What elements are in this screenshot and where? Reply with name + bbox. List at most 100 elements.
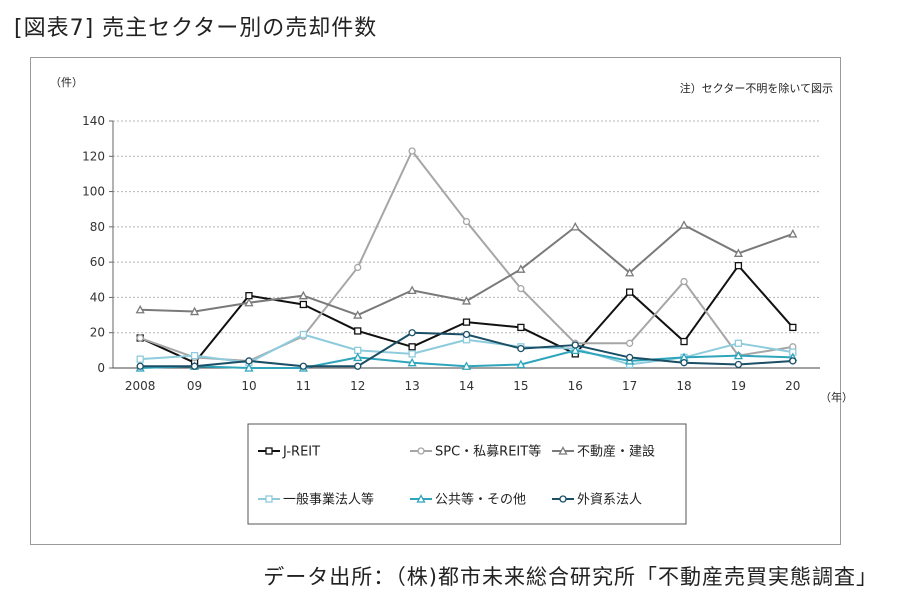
data-point — [408, 329, 416, 337]
chart-note: 注）セクター不明を除いて図示 — [680, 81, 833, 95]
data-point — [354, 327, 362, 335]
data-point — [625, 267, 635, 277]
y-tick-label: 40 — [90, 290, 105, 304]
y-axis-label: （件） — [50, 76, 83, 89]
data-point — [734, 360, 743, 369]
data-point — [570, 221, 580, 231]
data-point — [135, 304, 145, 314]
data-point — [680, 277, 688, 286]
legend-label: 公共等・その他 — [435, 492, 526, 508]
x-tick-label: 11 — [296, 379, 311, 393]
legend-label: 一般事業法人等 — [283, 492, 374, 508]
y-tick-label: 120 — [82, 149, 105, 163]
data-point — [462, 318, 471, 326]
data-point — [788, 229, 798, 238]
data-point — [353, 310, 363, 319]
data-point — [789, 357, 797, 365]
data-point — [461, 361, 472, 370]
legend-box — [247, 423, 687, 525]
data-point — [189, 306, 200, 316]
x-tick-label: 14 — [459, 379, 474, 393]
x-tick-label: 09 — [187, 379, 202, 393]
legend-label: J-REIT — [282, 445, 320, 460]
data-point — [680, 337, 688, 346]
data-point — [354, 346, 362, 355]
grid-lines — [113, 120, 820, 334]
data-point — [570, 345, 580, 355]
data-point — [244, 363, 254, 372]
data-point — [407, 285, 417, 295]
data-point — [354, 362, 362, 370]
y-tick-label: 0 — [97, 361, 105, 375]
data-point — [136, 362, 144, 370]
y-tick-label: 60 — [90, 255, 105, 269]
data-point — [298, 290, 308, 300]
x-tick-label: 18 — [676, 379, 691, 393]
data-point — [516, 264, 526, 273]
data-point — [517, 344, 525, 353]
x-tick-label: 10 — [241, 379, 256, 393]
legend-label: 外資系法人 — [577, 493, 642, 508]
legend-marker — [417, 447, 425, 455]
figure-title: [図表7] 売主セクター別の売却件数 — [14, 16, 378, 41]
data-point — [517, 284, 525, 293]
x-tick-label: 13 — [404, 379, 419, 393]
data-point — [462, 217, 471, 226]
data-point — [408, 343, 416, 351]
data-point — [136, 334, 144, 342]
data-point — [245, 292, 253, 300]
x-tick-label: 19 — [731, 379, 746, 393]
y-tick-label: 20 — [90, 326, 105, 340]
data-point — [461, 296, 472, 305]
data-point — [190, 351, 199, 360]
x-axis-label: （年） — [820, 390, 853, 404]
series-line — [139, 264, 794, 364]
legend-marker — [416, 494, 426, 503]
legend-marker — [559, 495, 567, 503]
x-tick-label: 20 — [785, 379, 800, 393]
data-point — [679, 220, 689, 229]
legend-marker — [265, 495, 273, 503]
data-point — [733, 248, 744, 257]
data-point — [571, 341, 579, 349]
data-point — [516, 359, 526, 369]
y-tick-label: 140 — [82, 114, 105, 128]
data-point — [353, 352, 363, 362]
x-tick-label: 15 — [513, 379, 528, 393]
data-point — [407, 357, 417, 367]
data-point — [680, 359, 688, 367]
data-point — [244, 297, 254, 307]
chart-frame — [30, 57, 841, 545]
data-point — [299, 300, 307, 309]
data-point — [354, 263, 362, 272]
data-point — [517, 323, 525, 332]
y-tick-label: 80 — [90, 220, 105, 234]
y-tick-label: 100 — [82, 185, 105, 199]
data-point — [136, 355, 144, 363]
legend-marker — [265, 447, 273, 455]
series-line — [139, 149, 793, 362]
data-point — [299, 362, 307, 370]
data-point — [626, 339, 634, 347]
x-tick-label: 12 — [350, 379, 365, 393]
data-point — [626, 288, 634, 296]
data-point — [789, 323, 797, 332]
x-tick-label: 17 — [622, 379, 637, 393]
data-point — [733, 350, 744, 360]
legend-marker — [558, 446, 568, 455]
legend-label: SPC・私募REIT等 — [435, 444, 541, 460]
data-point — [462, 330, 471, 339]
x-tick-label: 16 — [568, 379, 583, 393]
axes: 0 20 40 60 80 100 120 140 2008 09 10 11 12 13 14 15 16 17… — [82, 114, 820, 393]
legend-label: 不動産・建設 — [577, 444, 655, 460]
data-point — [245, 357, 253, 365]
axis-labels: （件） （年） 注）セクター不明を除いて図示 — [50, 76, 853, 404]
data-point — [734, 339, 743, 347]
data-point — [626, 353, 634, 362]
x-tick-label: 2008 — [125, 379, 156, 393]
data-point — [734, 262, 743, 270]
data-point — [408, 147, 416, 155]
series-lines — [135, 147, 798, 372]
